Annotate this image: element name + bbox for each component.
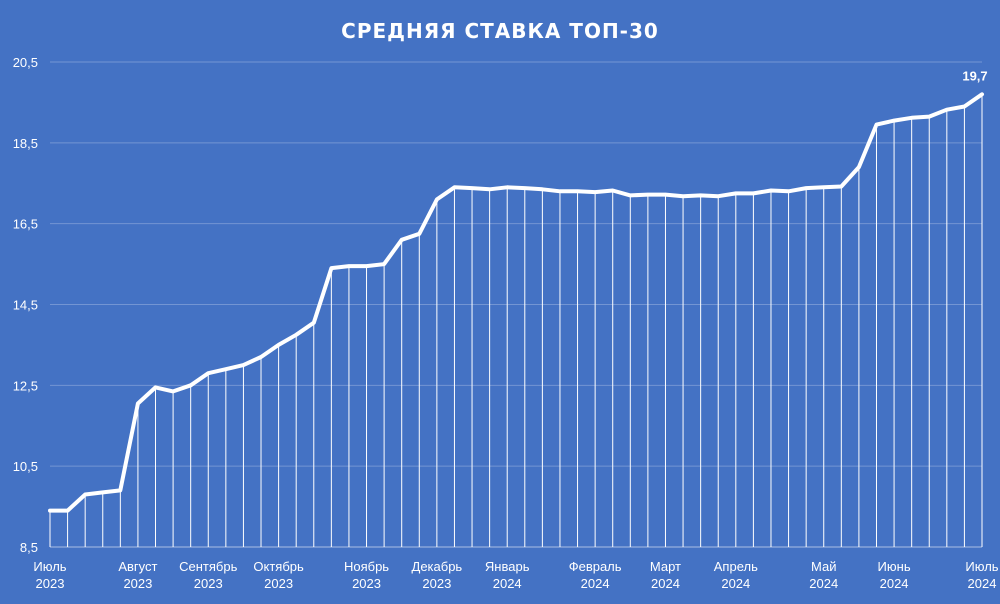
x-tick-label: Октябрь 2023	[253, 559, 304, 591]
x-axis: Июль 2023 Август 2023 Сентябрь 2023 Октябрь 202…	[33, 559, 998, 591]
chart-title: СРЕДНЯЯ СТАВКА ТОП-30	[341, 19, 659, 43]
x-tick-label: Февраль 2024	[569, 559, 622, 591]
y-tick-label: 20,5	[13, 55, 38, 70]
y-tick-label: 10,5	[13, 459, 38, 474]
x-tick-label: Март 2024	[650, 559, 681, 591]
y-tick-label: 14,5	[13, 298, 38, 313]
x-tick-label: Май 2024	[809, 559, 838, 591]
x-tick-label: Сентябрь 2023	[179, 559, 237, 591]
x-tick-label: Январь 2024	[485, 559, 530, 591]
x-tick-label: Июнь 2024	[878, 559, 911, 591]
x-tick-label: Июль 2024	[965, 559, 998, 591]
x-tick-label: Июль 2023	[33, 559, 66, 591]
drop-lines	[49, 94, 983, 547]
y-tick-label: 8,5	[20, 540, 38, 555]
y-tick-label: 18,5	[13, 136, 38, 151]
y-tick-label: 12,5	[13, 378, 38, 393]
y-tick-label: 16,5	[13, 217, 38, 232]
gridlines	[50, 61, 982, 548]
x-tick-label: Декабрь 2023	[412, 559, 463, 591]
x-tick-label: Апрель 2024	[714, 559, 758, 591]
x-tick-label: Август 2023	[118, 559, 157, 591]
data-label-last: 19,7	[962, 68, 987, 83]
x-tick-label: Ноябрь 2023	[344, 559, 389, 591]
series-line	[48, 92, 984, 513]
y-axis: 8,5 10,5 12,5 14,5 16,5 18,5 20,5	[13, 55, 38, 555]
